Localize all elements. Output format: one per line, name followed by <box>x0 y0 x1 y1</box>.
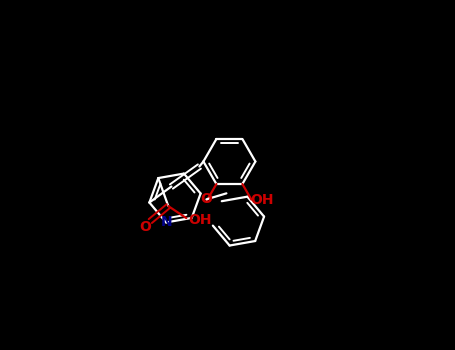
Text: OH: OH <box>251 193 274 206</box>
Text: O: O <box>139 220 151 234</box>
Text: OH: OH <box>188 213 212 227</box>
Text: N: N <box>160 216 172 230</box>
Text: O: O <box>201 193 212 206</box>
